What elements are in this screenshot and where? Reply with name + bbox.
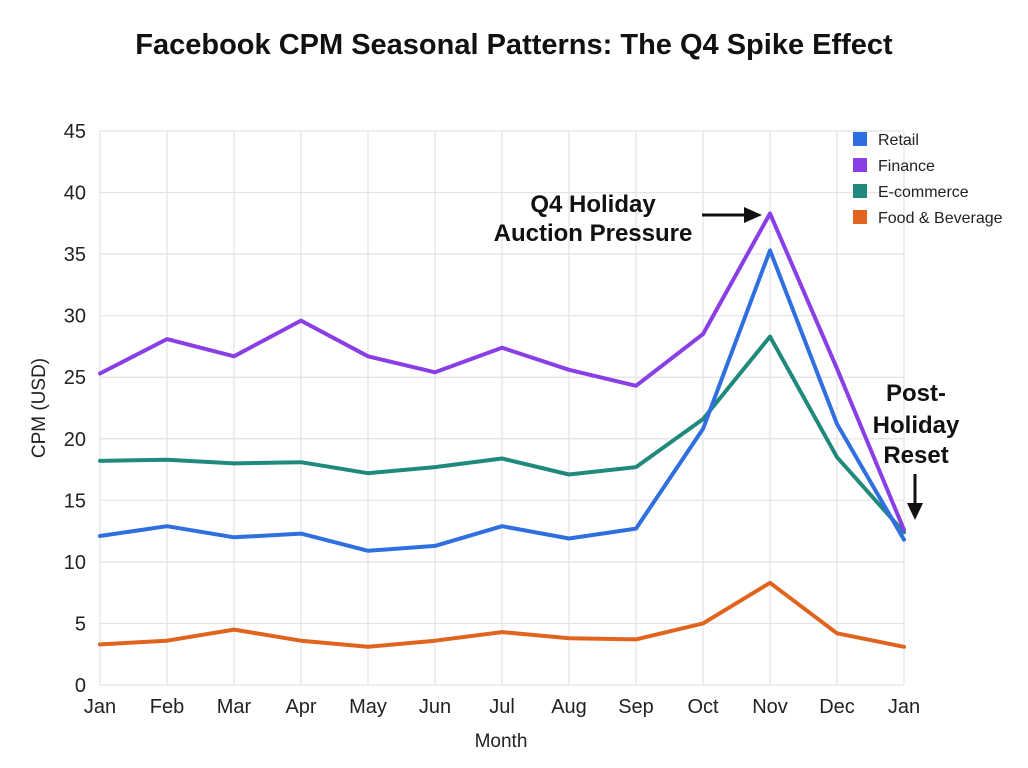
annotation-q4-text: Auction Pressure — [494, 220, 693, 247]
legend-label: Finance — [878, 158, 935, 175]
legend-swatch — [853, 132, 867, 146]
annotation-reset-text: Reset — [883, 442, 948, 469]
x-tick-label: Feb — [150, 696, 184, 718]
x-tick-label: Dec — [819, 696, 855, 718]
legend-swatch — [853, 210, 867, 224]
series-line-e-commerce — [98, 334, 906, 535]
x-tick-label: Jan — [84, 696, 116, 718]
y-tick-label: 25 — [64, 367, 86, 389]
x-tick-label: May — [349, 696, 387, 718]
x-tick-label: Oct — [687, 696, 719, 718]
y-tick-label: 20 — [64, 429, 86, 451]
y-tick-label: 10 — [64, 552, 86, 574]
annotation-q4-text: Q4 Holiday — [530, 191, 656, 218]
x-tick-label: Apr — [285, 696, 316, 718]
y-tick-label: 15 — [64, 490, 86, 512]
y-tick-label: 30 — [64, 306, 86, 328]
legend-label: E-commerce — [878, 184, 969, 201]
x-tick-label: Sep — [618, 696, 654, 718]
legend-swatch — [853, 158, 867, 172]
legend-label: Food & Beverage — [878, 210, 1003, 227]
y-tick-label: 45 — [64, 121, 86, 143]
annotation-reset-arrowhead — [907, 503, 923, 520]
x-tick-label: Jun — [419, 696, 451, 718]
grid-layer — [99, 130, 905, 686]
y-tick-label: 0 — [75, 675, 86, 697]
legend-swatch — [853, 184, 867, 198]
x-tick-label: Jan — [888, 696, 920, 718]
series-line-finance — [98, 211, 906, 532]
series-line-food-beverage — [98, 580, 906, 649]
y-axis-ticks: 0 5 10 15 20 25 30 35 40 45 — [64, 121, 86, 697]
x-tick-label: Jul — [489, 696, 515, 718]
series-line-retail — [98, 248, 906, 553]
y-axis-label: CPM (USD) — [29, 358, 50, 458]
annotation-reset-text: Post- — [886, 380, 946, 407]
legend: Retail Finance E-commerce Food & Beverage — [853, 132, 1003, 227]
annotation-reset-text: Holiday — [873, 412, 960, 439]
annotation-q4-arrowhead — [744, 207, 762, 223]
x-tick-label: Nov — [752, 696, 788, 718]
legend-label: Retail — [878, 132, 919, 149]
x-axis-ticks: Jan Feb Mar Apr May Jun Jul Aug Sep Oct Nov Dec Jan — [84, 696, 920, 718]
y-tick-label: 5 — [75, 613, 86, 635]
series-lines — [98, 211, 906, 649]
y-tick-label: 40 — [64, 183, 86, 205]
y-tick-label: 35 — [64, 244, 86, 266]
x-axis-label: Month — [475, 731, 528, 752]
x-tick-label: Mar — [217, 696, 252, 718]
x-tick-label: Aug — [551, 696, 587, 718]
chart-title: Facebook CPM Seasonal Patterns: The Q4 S… — [135, 29, 893, 61]
